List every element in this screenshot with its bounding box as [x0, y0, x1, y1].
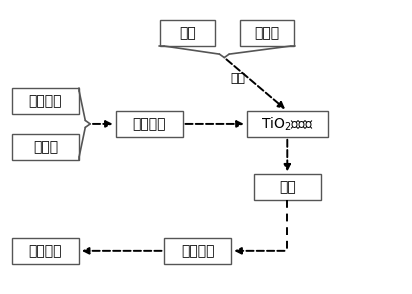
- Text: TiO$_2$水溶胶: TiO$_2$水溶胶: [261, 115, 314, 133]
- FancyBboxPatch shape: [254, 174, 321, 201]
- FancyBboxPatch shape: [247, 111, 328, 137]
- Text: 钛源: 钛源: [179, 26, 196, 40]
- FancyBboxPatch shape: [160, 20, 215, 46]
- FancyBboxPatch shape: [12, 88, 79, 114]
- Text: 去离子水: 去离子水: [29, 94, 62, 108]
- Text: 纳米粉末: 纳米粉末: [29, 244, 62, 258]
- Text: 陈化: 陈化: [279, 181, 296, 194]
- FancyBboxPatch shape: [116, 111, 183, 137]
- FancyBboxPatch shape: [12, 238, 79, 264]
- Text: 混合溶液: 混合溶液: [132, 117, 166, 131]
- FancyBboxPatch shape: [12, 134, 79, 160]
- FancyBboxPatch shape: [164, 238, 232, 264]
- Text: 冰醋酸: 冰醋酸: [33, 140, 58, 154]
- Text: 滴加: 滴加: [230, 72, 246, 85]
- Text: 冰醋酸: 冰醋酸: [254, 26, 279, 40]
- Text: 水蒸处理: 水蒸处理: [181, 244, 215, 258]
- FancyBboxPatch shape: [239, 20, 295, 46]
